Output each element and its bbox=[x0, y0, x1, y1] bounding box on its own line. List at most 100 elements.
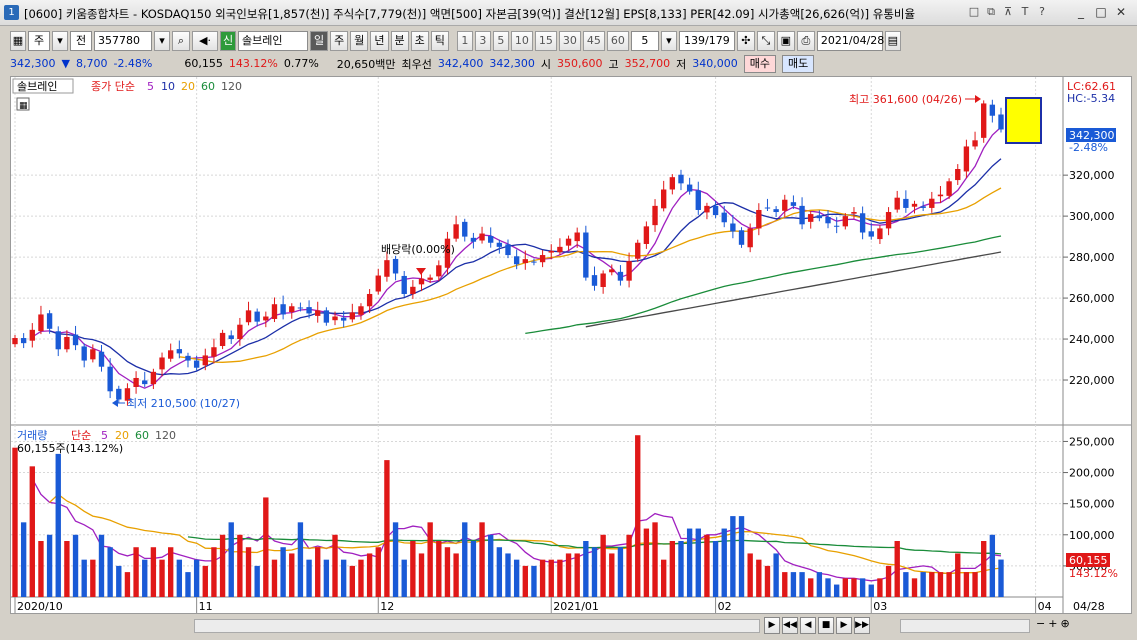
candle-body bbox=[643, 226, 650, 244]
candle-body bbox=[366, 293, 373, 307]
tab-tick[interactable]: 틱 bbox=[430, 31, 449, 51]
volume-bar bbox=[955, 553, 961, 597]
grid-menu-icon[interactable]: ▦ bbox=[10, 31, 26, 51]
layout-icon[interactable]: □ bbox=[968, 5, 980, 18]
candle-body bbox=[263, 316, 269, 321]
candle-body bbox=[245, 310, 252, 323]
buy-button[interactable]: 매수 bbox=[743, 54, 777, 73]
interval-30[interactable]: 30 bbox=[558, 31, 581, 51]
data-table-icon[interactable] bbox=[16, 97, 30, 111]
zoom-slider[interactable] bbox=[900, 619, 1030, 633]
stop-icon[interactable]: ■ bbox=[818, 617, 834, 634]
save-icon[interactable]: ▣ bbox=[776, 31, 795, 51]
candle-body bbox=[150, 371, 157, 385]
interval-3[interactable]: 3 bbox=[474, 31, 491, 51]
interval-1[interactable]: 1 bbox=[456, 31, 473, 51]
date-input[interactable]: 2021/04/28 bbox=[816, 31, 884, 51]
tab-month[interactable]: 월 bbox=[350, 31, 369, 51]
volume-bar bbox=[297, 522, 304, 597]
maximize-icon[interactable]: □ bbox=[1095, 5, 1107, 19]
tab-second[interactable]: 초 bbox=[410, 31, 429, 51]
volume-legend-ma60: 60 bbox=[135, 429, 149, 442]
candle-body bbox=[488, 235, 494, 243]
font-icon[interactable]: T bbox=[1021, 5, 1029, 18]
candle-body bbox=[462, 221, 468, 237]
candle-body bbox=[427, 277, 433, 280]
interval-45[interactable]: 45 bbox=[582, 31, 605, 51]
sell-button[interactable]: 매도 bbox=[782, 54, 815, 73]
volume-bar bbox=[358, 559, 364, 597]
candle-body bbox=[46, 313, 53, 329]
sound-icon[interactable]: ◀· bbox=[192, 31, 218, 51]
candle-body bbox=[998, 114, 1004, 130]
zoom-out-icon[interactable]: − bbox=[1036, 617, 1046, 630]
minimize-icon[interactable]: _ bbox=[1078, 5, 1084, 19]
stock-code-input[interactable]: 357780 bbox=[94, 31, 152, 51]
period-unit-select[interactable]: 주 bbox=[28, 31, 50, 51]
price-legend-box[interactable] bbox=[12, 78, 74, 94]
interval-15[interactable]: 15 bbox=[534, 31, 557, 51]
price-tick-label: 260,000 bbox=[1069, 292, 1115, 305]
new-badge: 신 bbox=[220, 31, 236, 51]
scroll-prev-icon[interactable]: ◀◀ bbox=[782, 617, 798, 634]
candle-body bbox=[202, 355, 208, 366]
count-dropdown-icon[interactable]: ▾ bbox=[660, 31, 677, 51]
price-tick-label: 240,000 bbox=[1069, 333, 1115, 346]
stock-chart-svg[interactable]: 320,000 300,000 280,000 260,000 240,000 220,0… bbox=[11, 77, 1131, 613]
search-icon[interactable]: ⌕ bbox=[172, 31, 190, 51]
high-annotation: 최고 361,600 (04/26) bbox=[849, 93, 962, 106]
candle-body bbox=[825, 216, 831, 224]
highlight-box[interactable] bbox=[1005, 97, 1042, 144]
tab-minute[interactable]: 분 bbox=[390, 31, 409, 51]
restore-layout-icon[interactable]: ⧉ bbox=[987, 5, 995, 18]
candle-body bbox=[496, 242, 503, 247]
candle-body bbox=[885, 212, 892, 229]
tab-year[interactable]: 년 bbox=[370, 31, 389, 51]
candle-body bbox=[920, 206, 926, 208]
candle-body bbox=[626, 261, 632, 281]
candle-body bbox=[349, 312, 355, 320]
candle-body bbox=[747, 228, 753, 248]
price-legend-ma60: 60 bbox=[201, 80, 215, 93]
volume-ma5-line bbox=[31, 478, 1002, 582]
count-select[interactable]: 5 bbox=[630, 31, 659, 51]
pin-icon[interactable]: ⊼ bbox=[1003, 5, 1013, 18]
volume-current-tag-text: 60,155 bbox=[1069, 554, 1108, 567]
tab-week[interactable]: 주 bbox=[330, 31, 349, 51]
calendar-icon[interactable]: ▤ bbox=[884, 31, 901, 51]
compare-icon[interactable]: ⤡ bbox=[756, 31, 775, 51]
scroll-back-icon[interactable]: ◀ bbox=[800, 617, 816, 634]
volume-bar bbox=[410, 541, 416, 597]
chart-scrollbar[interactable] bbox=[194, 619, 760, 633]
crosshair-icon[interactable]: ✣ bbox=[736, 31, 755, 51]
prev-select[interactable]: 전 bbox=[70, 31, 92, 51]
volume-bar bbox=[816, 572, 823, 597]
zoom-in-icon[interactable]: + bbox=[1048, 617, 1058, 630]
volume-bar bbox=[903, 572, 909, 597]
interval-10[interactable]: 10 bbox=[510, 31, 533, 51]
candle-body bbox=[176, 349, 183, 354]
interval-5[interactable]: 5 bbox=[492, 31, 509, 51]
scroll-start-icon[interactable]: ▶ bbox=[764, 617, 780, 634]
zoom-fit-icon[interactable]: ⊕ bbox=[1060, 617, 1070, 630]
scroll-forward-icon[interactable]: ▶ bbox=[836, 617, 852, 634]
volume-bar bbox=[245, 547, 252, 597]
scroll-end-icon[interactable]: ▶▶ bbox=[854, 617, 870, 634]
chart-area[interactable]: 320,000 300,000 280,000 260,000 240,000 220,0… bbox=[10, 76, 1132, 614]
volume-legend-ma120: 120 bbox=[155, 429, 176, 442]
print-icon[interactable]: ⎙ bbox=[796, 31, 815, 51]
volume-bar bbox=[237, 534, 243, 597]
close-icon[interactable]: ✕ bbox=[1115, 5, 1127, 19]
volume-bar bbox=[289, 553, 295, 597]
tab-day[interactable]: 일 bbox=[310, 31, 329, 51]
help-icon[interactable]: ? bbox=[1039, 5, 1045, 18]
volume-bar bbox=[366, 553, 373, 597]
candle-body bbox=[332, 316, 338, 321]
volume-ma20-line bbox=[49, 493, 1002, 575]
interval-60[interactable]: 60 bbox=[606, 31, 629, 51]
price-legend-ma10: 10 bbox=[161, 80, 175, 93]
chevron-down-icon[interactable]: ▾ bbox=[52, 31, 68, 51]
nav-buttons: ▶ ◀◀ ◀ ■ ▶ ▶▶ bbox=[764, 617, 870, 634]
code-dropdown-icon[interactable]: ▾ bbox=[154, 31, 170, 51]
volume-bar bbox=[20, 522, 27, 597]
